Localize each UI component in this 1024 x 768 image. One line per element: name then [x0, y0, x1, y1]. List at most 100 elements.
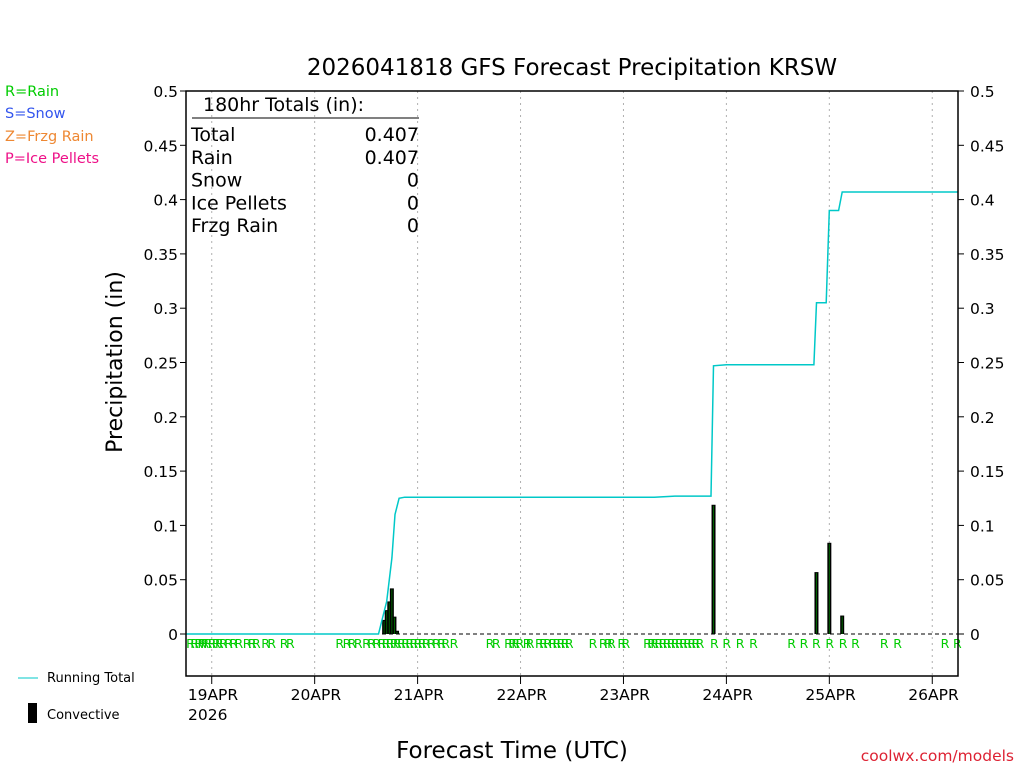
precip-type-marker: R	[553, 636, 562, 651]
precip-type-marker: R	[599, 636, 608, 651]
precip-type-marker: R	[941, 636, 950, 651]
precip-type-marker: R	[812, 636, 821, 651]
precip-type-marker: R	[647, 636, 656, 651]
precip-type-marker: R	[212, 636, 221, 651]
totals-row-label: Frzg Rain	[191, 215, 278, 237]
precip-type-marker: R	[418, 636, 427, 651]
precip-type-marker: R	[650, 636, 659, 651]
precip-type-marker: R	[190, 636, 199, 651]
y-tick-label-left: 0.5	[153, 83, 178, 101]
legend-ice-pellets: P=Ice Pellets	[5, 151, 99, 167]
totals-header: 180hr Totals (in):	[203, 94, 364, 116]
totals-rows: Total 0.407 Rain 0.407 Snow 0 Ice Pellets 0 Frzg…	[190, 124, 419, 237]
precip-type-marker: R	[261, 636, 270, 651]
precip-type-marker: R	[880, 636, 889, 651]
y-tick-label-right: 0.45	[970, 137, 1005, 155]
precip-type-marker: R	[893, 636, 902, 651]
totals-row-label: Snow	[191, 170, 242, 192]
vertical-gridlines	[211, 91, 933, 676]
precip-type-marker: R	[437, 636, 446, 651]
precip-type-marker: R	[197, 636, 206, 651]
y-tick-label-left: 0.25	[143, 355, 178, 373]
y-tick-label-left: 0.45	[143, 137, 178, 155]
precip-type-marker: R	[386, 636, 395, 651]
precip-type-marker: R	[243, 636, 252, 651]
precip-type-marker: R	[589, 636, 598, 651]
x-tick-label: 20APR	[291, 686, 342, 704]
precip-type-marker: R	[215, 636, 224, 651]
precip-type-marker: R	[671, 636, 680, 651]
y-axis-label: Precipitation (in)	[103, 271, 128, 453]
precip-type-marker: R	[362, 636, 371, 651]
y-tick-label-left: 0.4	[153, 192, 178, 210]
precip-type-marker: R	[800, 636, 809, 651]
precip-type-marker: R	[390, 636, 399, 651]
precip-type-marker: R	[234, 636, 243, 651]
precip-type-marker: R	[201, 636, 210, 651]
precip-type-marker: R	[378, 636, 387, 651]
precip-bar-inner	[841, 616, 843, 634]
y-tick-label-left: 0.15	[143, 463, 178, 481]
precip-type-marker: R	[450, 636, 459, 651]
precip-type-marker: R	[427, 636, 436, 651]
x-axis-year: 2026	[188, 706, 227, 724]
precip-type-marker: R	[267, 636, 276, 651]
y-tick-label-right: 0.25	[970, 355, 1005, 373]
y-tick-label-right: 0.15	[970, 463, 1005, 481]
x-tick-label: 24APR	[702, 686, 753, 704]
precip-type-marker: R	[186, 636, 195, 651]
y-tick-label-left: 0	[168, 626, 178, 644]
x-axis-label: Forecast Time (UTC)	[396, 738, 628, 764]
precip-type-marker: R	[382, 636, 391, 651]
precip-type-marker: R	[722, 636, 731, 651]
x-axis: 19APR 20APR 21APR 22APR 23APR 24APR 25APR 26APR	[188, 676, 959, 704]
precip-type-marker: R	[692, 636, 701, 651]
precip-type-marker: R	[432, 636, 441, 651]
precip-bar-inner	[391, 589, 393, 634]
precip-type-marker: R	[710, 636, 719, 651]
precip-type-marker: R	[343, 636, 352, 651]
y-tick-label-right: 0.1	[970, 517, 995, 535]
precip-type-marker: R	[561, 636, 570, 651]
precip-type-marker: R	[441, 636, 450, 651]
x-tick-label: 26APR	[908, 686, 959, 704]
precip-type-marker: R	[367, 636, 376, 651]
precip-type-marker: R	[643, 636, 652, 651]
precip-bar-inner	[383, 620, 385, 634]
precip-type-marker: R	[526, 636, 535, 651]
totals-row-value: 0.407	[365, 147, 419, 169]
precip-type-marker: R	[736, 636, 745, 651]
y-axis-right: 0 0.05 0.1 0.15 0.2 0.25 0.3 0.35 0.4 0.45 0.5	[958, 83, 1005, 644]
precip-type-marker: R	[543, 636, 552, 651]
legend-frzg-rain: Z=Frzg Rain	[5, 129, 94, 145]
precip-type-marker: R	[539, 636, 548, 651]
precip-bar-inner	[815, 573, 817, 634]
precip-type-marker: R	[335, 636, 344, 651]
precip-type-marker: R	[617, 636, 626, 651]
precip-type-marker: R	[825, 636, 834, 651]
precip-type-marker: R	[622, 636, 631, 651]
y-tick-label-left: 0.35	[143, 246, 178, 264]
y-tick-label-left: 0.3	[153, 300, 178, 318]
plot-frame	[185, 90, 959, 677]
precip-type-marker: R	[607, 636, 616, 651]
chart-title: 2026041818 GFS Forecast Precipitation KR…	[307, 55, 837, 81]
type-legend: R=Rain S=Snow Z=Frzg Rain P=Ice Pellets	[5, 84, 99, 167]
precip-bar-inner	[388, 602, 390, 634]
totals-row-value: 0.407	[365, 124, 419, 146]
precip-type-marker: R	[523, 636, 532, 651]
precip-type-marker: R	[659, 636, 668, 651]
precip-type-marker: R	[422, 636, 431, 651]
y-tick-label-left: 0.1	[153, 517, 178, 535]
precip-bar-inner	[386, 611, 388, 634]
precip-type-marker: R	[516, 636, 525, 651]
precip-type-marker: R	[224, 636, 233, 651]
precip-type-marker: R	[787, 636, 796, 651]
y-tick-label-right: 0	[970, 626, 980, 644]
precip-type-marker: R	[604, 636, 613, 651]
precip-type-marker: R	[675, 636, 684, 651]
precip-type-marker: R	[194, 636, 203, 651]
precip-bars	[382, 504, 845, 634]
